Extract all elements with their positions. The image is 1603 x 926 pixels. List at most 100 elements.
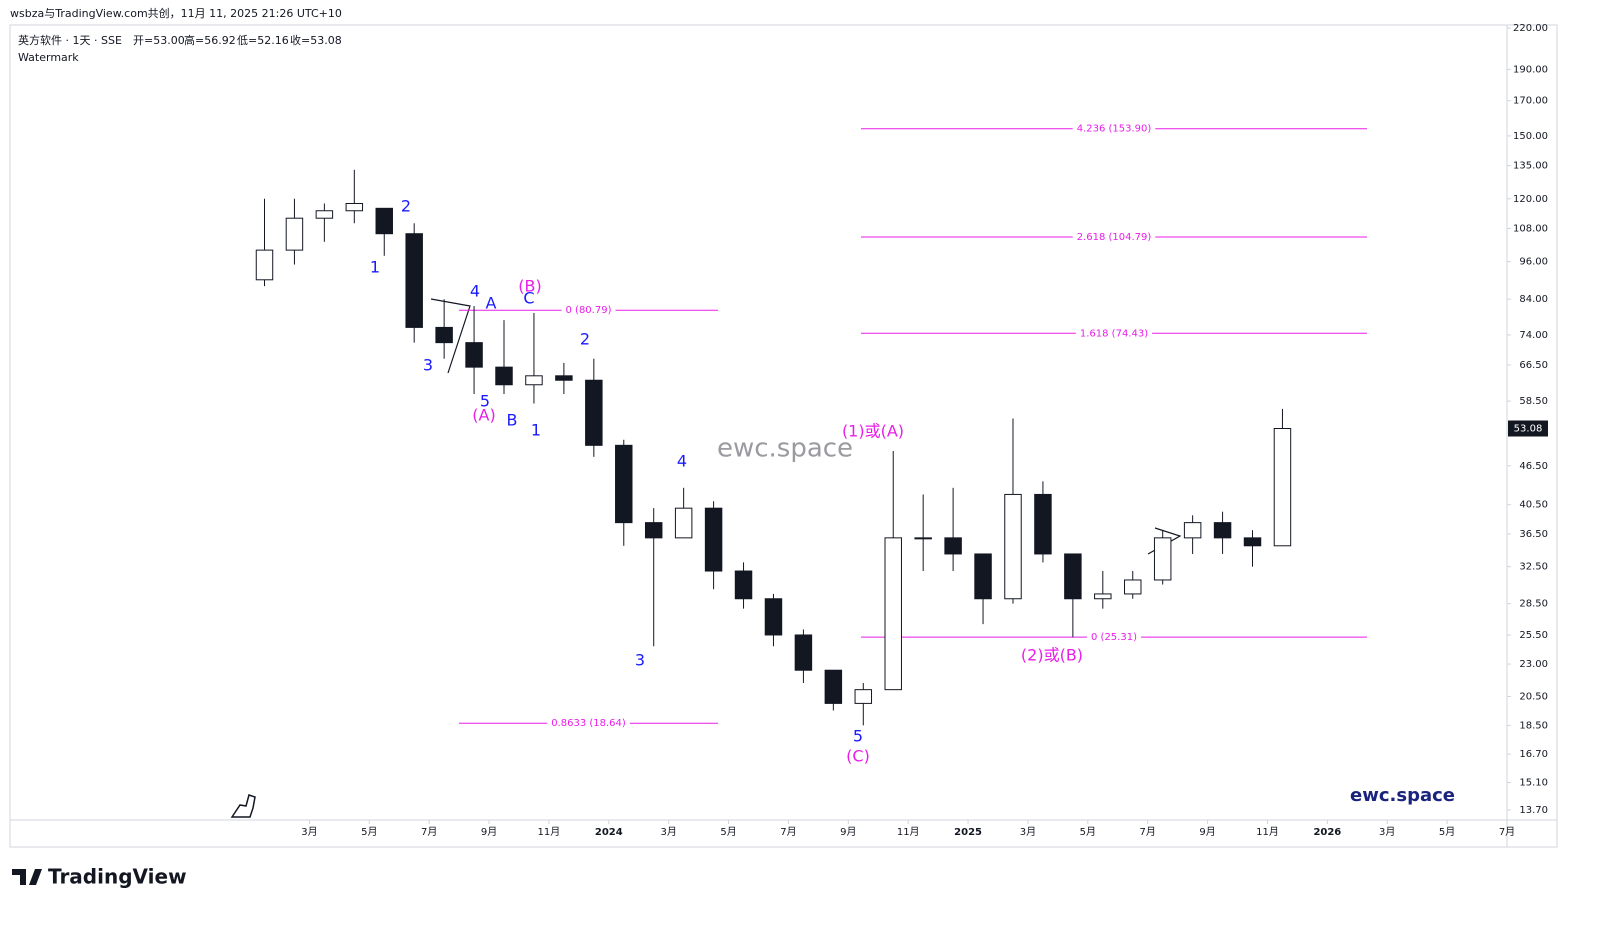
wave-label: 5 (480, 392, 490, 411)
wave-label: (1)或(A) (842, 422, 904, 441)
fib-label: 1.618 (74.43) (1080, 328, 1148, 339)
candle-body (1213, 522, 1232, 539)
wave-label: 5 (853, 727, 863, 746)
candle-body (674, 507, 693, 539)
candle-body (884, 537, 902, 691)
ohlc-open: 开=53.00 (133, 34, 185, 47)
y-tick-label: 220.00 (1513, 23, 1548, 34)
ohlc-low: 低=52.16 (237, 34, 289, 47)
wave-label: (B) (518, 277, 541, 296)
wave-label: 2 (401, 197, 411, 216)
y-tick-label: 28.50 (1519, 599, 1548, 610)
fib-label-bg (1075, 326, 1153, 341)
candle-body (285, 217, 304, 251)
x-tick-label: 7月 (1140, 826, 1156, 838)
y-tick-label: 40.50 (1519, 500, 1548, 511)
x-tick-label: 11月 (1256, 826, 1279, 838)
x-tick-label: 5月 (1080, 826, 1096, 838)
candle-body (854, 689, 873, 704)
brand: ewc.space (1350, 785, 1455, 806)
wave-label: 3 (635, 651, 645, 670)
fib-label: 0 (25.31) (1091, 632, 1137, 643)
candle-body (704, 507, 723, 572)
candle-body (555, 375, 573, 381)
candle-body (1243, 537, 1262, 547)
y-tick-label: 150.00 (1513, 131, 1548, 142)
x-tick-label: 3月 (1379, 826, 1395, 838)
candle-body (495, 366, 513, 386)
candle-body (615, 444, 633, 524)
candle-body (1004, 493, 1022, 600)
x-tick-label: 9月 (840, 826, 856, 838)
x-tick-label: 3月 (660, 826, 676, 838)
x-tick-label: 2026 (1313, 827, 1341, 838)
wave-label: 4 (677, 452, 687, 471)
candle-body (375, 207, 393, 235)
fib-label: 4.236 (153.90) (1077, 124, 1152, 135)
candle-body (405, 233, 423, 328)
candle-body (764, 598, 783, 636)
y-tick-label: 84.00 (1519, 294, 1548, 305)
y-tick-label: 18.50 (1519, 720, 1548, 731)
wave-label: C (523, 289, 534, 308)
ohlc-high: 高=56.92 (184, 33, 236, 47)
y-tick-label: 20.50 (1519, 691, 1548, 702)
y-tick-label: 25.50 (1519, 630, 1548, 641)
candle-body (944, 537, 962, 555)
x-tick-label: 11月 (897, 826, 920, 838)
fib-label: 0.8633 (18.64) (551, 718, 626, 729)
y-tick-label: 120.00 (1513, 194, 1548, 205)
chart-frame (9, 24, 1558, 848)
wave-label: (C) (846, 747, 870, 766)
candle-body (644, 522, 663, 539)
x-tick-label: 7月 (1499, 826, 1515, 838)
wave-label: 3 (423, 356, 433, 375)
ohlc-close: 收=53.08 (290, 33, 342, 47)
wave-label: 1 (370, 258, 380, 277)
y-tick-label: 66.50 (1519, 360, 1548, 371)
y-tick-label: 46.50 (1519, 461, 1548, 472)
candle-body (914, 537, 932, 540)
attribution: wsbza与TradingView.com共创，11月 11, 2025 21:… (10, 7, 342, 20)
x-tick-label: 2025 (954, 827, 982, 838)
candle-body (1094, 593, 1112, 600)
x-tick-label: 2024 (595, 827, 623, 838)
wave-label: B (507, 411, 518, 430)
candle-body (315, 210, 334, 219)
wave-label: 1 (531, 421, 541, 440)
y-tick-label: 23.00 (1519, 659, 1548, 670)
y-tick-label: 36.50 (1519, 529, 1548, 540)
y-tick-label: 32.50 (1519, 562, 1548, 573)
candle-body (435, 326, 453, 344)
x-tick-label: 7月 (421, 826, 437, 838)
y-tick-label: 58.50 (1519, 396, 1548, 407)
candle-body (824, 669, 843, 704)
x-tick-label: 11月 (538, 826, 561, 838)
candle-body (1064, 553, 1082, 600)
fib-label: 2.618 (104.79) (1077, 232, 1152, 243)
watermark: ewc.space (717, 434, 853, 464)
fib-label-bg (547, 716, 630, 731)
indicator-name: Watermark (18, 51, 79, 64)
y-tick-label: 135.00 (1513, 161, 1548, 172)
wave-label: 2 (580, 330, 590, 349)
fib-label: 0 (80.79) (566, 305, 612, 316)
wave-label: 4 (470, 282, 480, 301)
candle-body (345, 203, 364, 212)
candle-body (1153, 537, 1172, 581)
candle-body (585, 379, 603, 446)
y-tick-label: 74.00 (1519, 330, 1548, 341)
symbol-info: 英方软件 · 1天 · SSE (18, 33, 122, 47)
candle-body (255, 249, 274, 281)
y-tick-label: 108.00 (1513, 223, 1548, 234)
y-tick-label: 96.00 (1519, 257, 1548, 268)
candle-body (1273, 428, 1292, 547)
last-price-label: 53.08 (1514, 424, 1543, 435)
fib-label-bg (561, 303, 616, 318)
candle-body (1183, 522, 1202, 539)
x-tick-label: 3月 (1020, 826, 1036, 838)
candle-body (1034, 493, 1052, 555)
candle-body (1124, 579, 1142, 595)
fib-label-bg (1072, 121, 1156, 136)
